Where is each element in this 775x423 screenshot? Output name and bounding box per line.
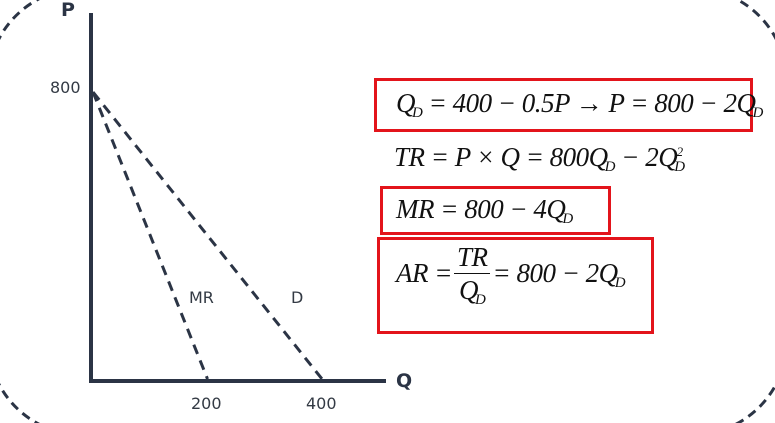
ar-denominator: QD xyxy=(459,274,486,308)
y-tick-800: 800 xyxy=(50,78,81,97)
x-tick-400: 400 xyxy=(306,394,337,413)
ar-fraction: TR QD xyxy=(453,242,491,309)
x-axis-label: Q xyxy=(396,370,413,392)
mr-curve xyxy=(91,91,209,380)
x-tick-200: 200 xyxy=(191,394,222,413)
demand-equation: QD = 400 − 0.5P → P = 800 − 2QD xyxy=(396,88,763,121)
average-revenue-equation: AR = TR QD = 800 − 2QD xyxy=(396,242,626,309)
demand-curve xyxy=(91,91,324,380)
total-revenue-equation: TR = P × Q = 800QD − 2QD2 xyxy=(394,142,685,175)
marginal-revenue-box xyxy=(380,186,611,235)
marginal-revenue-equation: MR = 800 − 4QD xyxy=(396,194,573,227)
ar-numerator: TR xyxy=(453,242,491,274)
ar-rhs: = 800 − 2QD xyxy=(492,258,626,292)
average-revenue-box xyxy=(377,237,654,334)
mr-label: MR xyxy=(189,288,214,307)
demand-equation-box xyxy=(374,78,753,132)
y-axis-label: P xyxy=(61,0,75,21)
ar-lhs: AR = xyxy=(396,258,452,289)
d-label: D xyxy=(291,288,304,307)
